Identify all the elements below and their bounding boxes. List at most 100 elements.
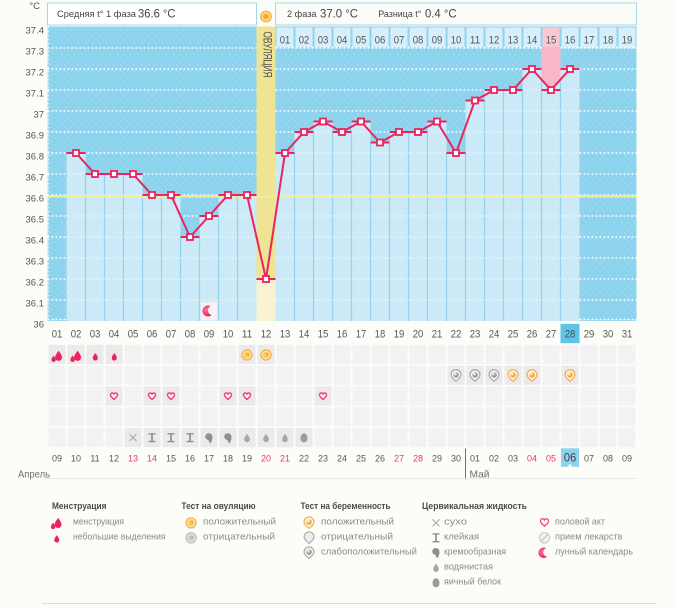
svg-text:36.3: 36.3: [26, 256, 45, 267]
svg-text:01: 01: [52, 328, 63, 340]
svg-text:19: 19: [394, 328, 405, 340]
svg-text:07: 07: [584, 454, 594, 464]
svg-text:36.2: 36.2: [26, 277, 45, 288]
svg-text:10: 10: [451, 34, 462, 46]
svg-text:06: 06: [375, 34, 386, 46]
svg-text:05: 05: [128, 328, 139, 340]
svg-text:Менструация: Менструация: [52, 501, 107, 512]
svg-text:08: 08: [413, 34, 424, 46]
svg-text:29: 29: [584, 328, 595, 340]
svg-text:37.1: 37.1: [26, 88, 45, 99]
svg-text:24: 24: [489, 328, 500, 340]
svg-text:12: 12: [109, 454, 119, 464]
svg-text:19: 19: [622, 34, 633, 46]
svg-text:07: 07: [394, 34, 405, 46]
svg-text:21: 21: [432, 328, 443, 340]
svg-text:36: 36: [33, 319, 44, 330]
svg-text:яичный белок: яичный белок: [444, 577, 502, 588]
svg-text:Разница t°: Разница t°: [378, 9, 421, 20]
svg-text:15: 15: [546, 34, 557, 46]
svg-text:водянистая: водянистая: [444, 562, 493, 573]
svg-text:2 фаза: 2 фаза: [287, 9, 317, 20]
svg-text:06: 06: [564, 451, 577, 465]
svg-text:02: 02: [71, 328, 82, 340]
svg-text:22: 22: [451, 328, 462, 340]
svg-text:37.4: 37.4: [26, 25, 45, 36]
svg-text:03: 03: [90, 328, 101, 340]
svg-text:11: 11: [470, 34, 481, 46]
svg-text:02: 02: [299, 34, 310, 46]
svg-text:10: 10: [223, 328, 234, 340]
svg-text:25: 25: [508, 328, 519, 340]
svg-text:28: 28: [413, 454, 423, 464]
svg-text:24: 24: [337, 454, 347, 464]
svg-text:14: 14: [527, 34, 538, 46]
svg-text:сухо: сухо: [444, 517, 467, 528]
svg-text:кремообразная: кремообразная: [444, 547, 506, 558]
svg-text:36.4: 36.4: [26, 235, 45, 246]
svg-text:12: 12: [261, 328, 272, 340]
svg-text:09: 09: [622, 454, 632, 464]
svg-text:09: 09: [52, 454, 62, 464]
svg-text:07: 07: [166, 328, 177, 340]
svg-text:01: 01: [470, 454, 480, 464]
svg-text:01: 01: [280, 34, 291, 46]
svg-text:04: 04: [109, 328, 120, 340]
svg-text:36.5: 36.5: [26, 214, 45, 225]
svg-text:27: 27: [394, 454, 404, 464]
svg-text:15: 15: [318, 328, 329, 340]
svg-text:09: 09: [432, 34, 443, 46]
svg-text:18: 18: [223, 454, 233, 464]
svg-text:Тест на овуляцию: Тест на овуляцию: [181, 501, 255, 512]
svg-text:Цервикальная жидкость: Цервикальная жидкость: [422, 501, 527, 512]
svg-text:27: 27: [546, 328, 557, 340]
svg-text:прием лекарств: прием лекарств: [555, 532, 623, 543]
svg-text:05: 05: [356, 34, 367, 46]
svg-text:02: 02: [489, 454, 499, 464]
svg-text:11: 11: [90, 454, 99, 464]
svg-text:менструация: менструация: [73, 517, 124, 528]
svg-text:19: 19: [242, 454, 252, 464]
svg-text:26: 26: [375, 454, 385, 464]
svg-text:отрицательный: отрицательный: [321, 532, 393, 543]
svg-text:положительный: положительный: [203, 517, 276, 528]
svg-text:08: 08: [185, 328, 196, 340]
svg-text:Апрель: Апрель: [18, 469, 50, 481]
svg-text:0.4 °C: 0.4 °C: [425, 8, 457, 20]
svg-text:29: 29: [432, 454, 442, 464]
svg-text:10: 10: [71, 454, 81, 464]
svg-text:17: 17: [584, 34, 595, 46]
svg-text:слабоположительный: слабоположительный: [321, 547, 417, 558]
svg-text:21: 21: [280, 454, 290, 464]
svg-text:30: 30: [603, 328, 614, 340]
svg-text:36.1: 36.1: [26, 298, 45, 309]
svg-text:03: 03: [508, 454, 518, 464]
svg-text:13: 13: [128, 454, 138, 464]
svg-text:36.8: 36.8: [26, 151, 45, 162]
svg-text:13: 13: [508, 34, 519, 46]
svg-text:12: 12: [489, 34, 500, 46]
svg-text:18: 18: [375, 328, 386, 340]
svg-text:Средняя t° 1 фаза: Средняя t° 1 фаза: [57, 9, 137, 20]
svg-text:36.9: 36.9: [26, 130, 45, 141]
svg-text:16: 16: [565, 34, 576, 46]
svg-text:28: 28: [565, 328, 576, 340]
svg-text:37.2: 37.2: [26, 67, 45, 78]
svg-text:Тест на беременность: Тест на беременность: [301, 501, 391, 512]
svg-text:Май: Май: [470, 469, 490, 481]
svg-text:20: 20: [261, 454, 271, 464]
svg-text:06: 06: [147, 328, 158, 340]
svg-text:36.6 °C: 36.6 °C: [138, 8, 176, 20]
svg-text:17: 17: [204, 454, 214, 464]
svg-text:04: 04: [337, 34, 348, 46]
svg-text:клейкая: клейкая: [444, 532, 479, 543]
svg-text:08: 08: [603, 454, 613, 464]
svg-text:30: 30: [451, 454, 461, 464]
svg-text:положительный: положительный: [321, 517, 394, 528]
svg-text:16: 16: [337, 328, 348, 340]
svg-text:22: 22: [299, 454, 309, 464]
svg-text:ОВУЛЯЦИЯ: ОВУЛЯЦИЯ: [261, 32, 273, 78]
svg-text:37.0 °C: 37.0 °C: [320, 8, 358, 20]
svg-text:11: 11: [242, 328, 253, 340]
svg-text:23: 23: [470, 328, 481, 340]
